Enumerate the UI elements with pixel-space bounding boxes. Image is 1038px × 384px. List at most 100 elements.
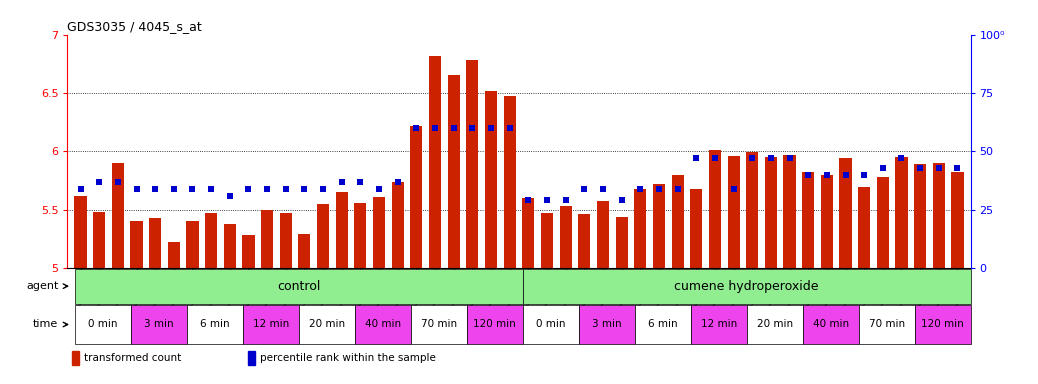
Bar bbox=[821, 174, 832, 268]
Bar bbox=[243, 235, 254, 268]
Point bbox=[184, 185, 200, 192]
Point bbox=[539, 197, 555, 203]
Point bbox=[632, 185, 649, 192]
Point bbox=[726, 185, 742, 192]
Point bbox=[557, 197, 574, 203]
Text: cumene hydroperoxide: cumene hydroperoxide bbox=[675, 280, 819, 293]
Bar bbox=[391, 182, 404, 268]
Point bbox=[91, 179, 108, 185]
Bar bbox=[335, 192, 348, 268]
Point bbox=[352, 179, 368, 185]
Text: 12 min: 12 min bbox=[252, 319, 289, 329]
Point bbox=[371, 185, 387, 192]
Point bbox=[949, 164, 965, 170]
Point bbox=[875, 164, 892, 170]
Bar bbox=[579, 305, 634, 344]
Bar bbox=[858, 305, 914, 344]
Point bbox=[911, 164, 928, 170]
Bar bbox=[466, 60, 479, 268]
Point bbox=[333, 179, 350, 185]
Point bbox=[838, 171, 854, 177]
Bar bbox=[523, 305, 579, 344]
Bar bbox=[559, 206, 572, 268]
Text: 40 min: 40 min bbox=[813, 319, 849, 329]
Point bbox=[893, 155, 909, 161]
Point bbox=[707, 155, 723, 161]
Point bbox=[744, 155, 761, 161]
Bar bbox=[709, 150, 721, 268]
Bar bbox=[877, 177, 889, 268]
Point bbox=[73, 185, 89, 192]
Bar bbox=[149, 218, 161, 268]
Bar bbox=[243, 305, 299, 344]
Point bbox=[763, 155, 780, 161]
Text: transformed count: transformed count bbox=[83, 354, 181, 364]
Bar bbox=[802, 172, 814, 268]
Bar bbox=[616, 217, 628, 268]
Point bbox=[800, 171, 817, 177]
Point bbox=[670, 185, 686, 192]
Text: 0 min: 0 min bbox=[88, 319, 117, 329]
Text: 3 min: 3 min bbox=[592, 319, 622, 329]
Text: percentile rank within the sample: percentile rank within the sample bbox=[260, 354, 436, 364]
Bar bbox=[485, 91, 497, 268]
Bar bbox=[672, 174, 684, 268]
Text: 120 min: 120 min bbox=[921, 319, 964, 329]
Bar bbox=[653, 184, 665, 268]
Point bbox=[613, 197, 630, 203]
Point bbox=[930, 164, 947, 170]
Bar bbox=[187, 221, 198, 268]
Bar bbox=[896, 157, 907, 268]
Bar bbox=[840, 158, 851, 268]
Bar bbox=[224, 223, 236, 268]
Bar bbox=[187, 305, 243, 344]
Bar bbox=[690, 305, 746, 344]
Bar bbox=[765, 157, 777, 268]
Text: 20 min: 20 min bbox=[757, 319, 793, 329]
Text: 12 min: 12 min bbox=[701, 319, 737, 329]
Text: 70 min: 70 min bbox=[869, 319, 905, 329]
Point bbox=[389, 179, 406, 185]
Point bbox=[258, 185, 275, 192]
Point bbox=[296, 185, 312, 192]
Text: control: control bbox=[277, 280, 321, 293]
Bar bbox=[373, 197, 385, 268]
Bar bbox=[914, 164, 926, 268]
Bar bbox=[690, 189, 703, 268]
Bar bbox=[411, 305, 467, 344]
Point bbox=[520, 197, 537, 203]
Point bbox=[576, 185, 593, 192]
Point bbox=[408, 125, 425, 131]
Bar bbox=[578, 214, 591, 268]
Bar bbox=[317, 204, 329, 268]
Point bbox=[651, 185, 667, 192]
Point bbox=[819, 171, 836, 177]
Bar bbox=[746, 305, 802, 344]
Point bbox=[110, 179, 127, 185]
Point bbox=[129, 185, 145, 192]
Bar bbox=[279, 213, 292, 268]
Bar bbox=[802, 305, 858, 344]
Bar bbox=[429, 56, 441, 268]
Bar bbox=[541, 213, 553, 268]
Point bbox=[202, 185, 219, 192]
Text: 70 min: 70 min bbox=[420, 319, 457, 329]
Bar bbox=[112, 163, 124, 268]
Point bbox=[688, 155, 705, 161]
Bar bbox=[746, 152, 759, 268]
Bar bbox=[75, 305, 131, 344]
Point bbox=[464, 125, 481, 131]
Text: 6 min: 6 min bbox=[648, 319, 678, 329]
Bar bbox=[93, 212, 105, 268]
Bar bbox=[131, 305, 187, 344]
Point bbox=[445, 125, 462, 131]
Point bbox=[240, 185, 256, 192]
Bar bbox=[75, 268, 523, 304]
Bar bbox=[131, 221, 142, 268]
Bar bbox=[299, 305, 355, 344]
Bar bbox=[248, 351, 255, 366]
Bar bbox=[914, 305, 971, 344]
Bar bbox=[933, 163, 945, 268]
Text: time: time bbox=[33, 319, 58, 329]
Bar bbox=[298, 234, 310, 268]
